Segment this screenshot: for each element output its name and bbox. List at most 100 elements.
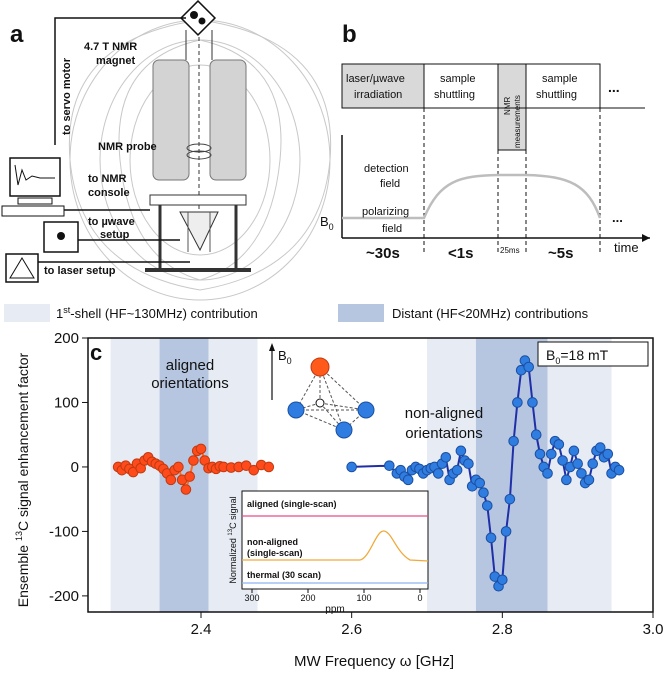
data-point [455, 445, 467, 457]
stage-label: sample [440, 73, 475, 85]
inset-x-label: ppm [325, 604, 344, 615]
inset-x-tick-label: 0 [417, 593, 422, 603]
x-tick-label: 3.0 [643, 621, 664, 638]
carbon-atom-icon [335, 421, 353, 439]
y-tick-label: 200 [54, 330, 79, 347]
probe-label: NMR probe [98, 141, 157, 153]
inset-frame [241, 490, 429, 590]
panel-c: 2.4 2.6 2.8 3.0 -200 -100 0 100 200 c MW Freque… [14, 330, 663, 670]
annotation-aligned: aligned [166, 357, 214, 374]
legend-swatch-distant [338, 304, 384, 322]
data-point [527, 397, 538, 408]
duration-label: 25ms [500, 246, 520, 255]
carbon-atom-icon [287, 401, 305, 419]
data-point [512, 397, 523, 408]
data-point [165, 474, 177, 486]
field-curve [342, 173, 602, 220]
duration-label: ~5s [548, 245, 573, 262]
data-point [440, 451, 452, 463]
computer-stand [17, 197, 53, 205]
inset-y-label: Normalized 13C signal [228, 496, 238, 583]
data-point [346, 461, 357, 473]
stage-label: irradiation [354, 89, 402, 101]
x-tick-label: 2.4 [191, 621, 212, 638]
data-point [481, 500, 493, 511]
data-point [184, 471, 195, 482]
vacancy-icon [315, 398, 325, 408]
legend-first-shell-label: 1st-shell (HF~130MHz) contribution [56, 305, 258, 321]
carbon-atom-icon [357, 401, 375, 419]
stage-label: NMR [503, 97, 512, 115]
uwave-label-2: setup [100, 229, 130, 241]
b0-label: B0 [320, 214, 334, 232]
y-tick-label: -200 [49, 588, 79, 605]
data-point [500, 526, 512, 537]
legend: 1st-shell (HF~130MHz) contribution Dista… [4, 304, 589, 322]
nitrogen-atom-icon [310, 357, 330, 377]
magnet-right-coil [209, 59, 247, 181]
servo-motor [179, 0, 217, 37]
data-point [546, 448, 557, 460]
data-point [485, 532, 497, 544]
probe-coil [186, 150, 212, 160]
y-tick-label: -100 [49, 523, 79, 540]
data-point [572, 458, 583, 470]
y-axis-label: Ensemble 13C signal enhancement factor [14, 352, 31, 607]
stage-label: shuttling [536, 89, 577, 101]
nv-center-icon: B0 [269, 343, 375, 439]
uwave-label-1: to µwave [88, 216, 135, 228]
stage-label: measurements [513, 95, 522, 148]
time-arrow [642, 234, 650, 242]
data-point [504, 493, 516, 505]
data-point [402, 474, 414, 486]
stage-nmr [497, 63, 527, 151]
stand-base [145, 268, 251, 272]
data-point [561, 474, 572, 486]
stage-ellipsis: ... [608, 79, 620, 95]
inset-label-nonaligned: (single-scan) [247, 548, 303, 558]
panel-b-label: b [342, 21, 357, 48]
inset-spectra: aligned (single-scan) non-aligned (singl… [228, 490, 429, 615]
probe-coil [186, 143, 212, 153]
inset-x-tick-label: 100 [356, 593, 371, 603]
stage-irradiation [341, 63, 425, 109]
antenna-icon [57, 232, 65, 240]
nv-b0-label: B0 [278, 348, 292, 366]
fid-icon [14, 164, 55, 186]
magnet-label-2: magnet [96, 55, 135, 67]
time-label: time [614, 240, 639, 255]
magnet-label-1: 4.7 T NMR [84, 41, 137, 53]
uwave-horn [179, 211, 219, 252]
detection-label: field [380, 178, 400, 190]
data-point [583, 474, 595, 486]
field-lines [68, 19, 332, 301]
inset-label-thermal: thermal (30 scan) [247, 570, 321, 580]
x-tick-label: 2.6 [341, 621, 362, 638]
inset-label-aligned: aligned (single-scan) [247, 499, 337, 509]
keyboard [1, 205, 65, 217]
annotation-aligned: orientations [151, 375, 229, 392]
inset-x-tick-label: 200 [300, 593, 315, 603]
data-point [173, 461, 184, 473]
console-label-2: console [88, 187, 130, 199]
data-point [474, 477, 486, 489]
stage-label: shuttling [434, 89, 475, 101]
x-ticks: 2.4 2.6 2.8 3.0 [191, 612, 664, 638]
data-point [594, 442, 606, 453]
polarizing-label: field [382, 223, 402, 235]
data-point [542, 468, 553, 479]
y-tick-label: 100 [54, 394, 79, 411]
series-points [112, 355, 625, 592]
data-point [557, 455, 568, 466]
field-ellipsis: ... [612, 210, 623, 225]
annotation-nonaligned: non-aligned [405, 405, 483, 422]
b0-arrowhead [269, 343, 275, 351]
data-point [602, 448, 614, 460]
inset-trace-nonaligned [242, 530, 429, 562]
panel-b: b laser/µwave irradiation sample shuttli… [320, 21, 650, 262]
stage-shuttling-2 [525, 63, 601, 109]
duration-label: ~30s [366, 245, 400, 262]
stand-top [149, 194, 247, 206]
servo-wire [54, 17, 186, 145]
